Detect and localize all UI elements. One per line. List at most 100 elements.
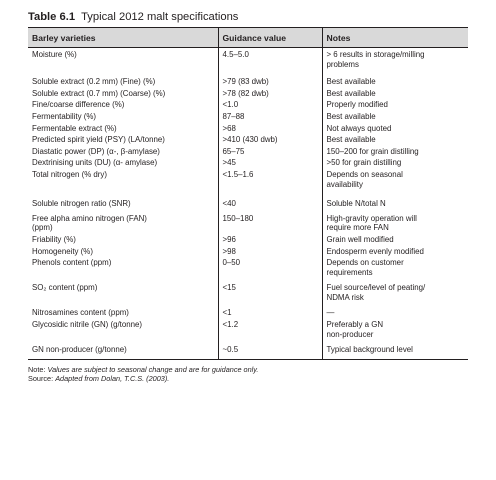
table-row: GN non-producer (g/tonne) ~0.5 Typical bac…: [28, 339, 468, 360]
cell-line: > 6 results in storage/milling: [326, 50, 425, 59]
guidance-value-cell: <40: [217, 189, 322, 209]
guidance-value-cell: <1: [217, 302, 322, 319]
cell-line: Best available: [326, 135, 376, 145]
notes-cell: Best available: [321, 69, 468, 87]
cell-line: Best available: [326, 77, 376, 87]
parameter-cell: Phenols content (ppm): [32, 258, 112, 268]
guidance-value-cell: >96: [217, 232, 322, 245]
parameter-cell: Soluble extract (0.2 mm) (Fine) (%): [32, 77, 156, 87]
notes-cell: Properly modified: [321, 98, 468, 110]
notes-cell: Endosperm evenly modified: [321, 244, 468, 257]
cell-line: problems: [326, 59, 359, 69]
notes-cell: Typical background level: [321, 339, 468, 360]
notes-cell: Depends on customer requirements: [321, 256, 468, 278]
parameter-cell: GN non-producer (g/tonne): [28, 339, 218, 360]
guidance-value-cell: 4.5–5.0: [217, 47, 322, 70]
guidance-value-cell: >68: [217, 121, 322, 134]
guidance-value-cell: >79 (83 dwb): [217, 69, 322, 87]
cell-line: >50 for grain distilling: [326, 158, 402, 168]
notes-cell: >50 for grain distilling: [321, 156, 468, 168]
parameter-cell: Moisture (%): [32, 50, 77, 59]
notes-cell: Grain well modified: [321, 232, 468, 245]
guidance-value-cell: <15: [217, 277, 322, 303]
cell-line: Depends on seasonal: [326, 169, 403, 179]
cell-line: Free alpha amino nitrogen (FAN): [32, 213, 147, 223]
specifications-table: Barley varieties Guidance value Notes Mo…: [28, 27, 468, 360]
parameter-cell: Glycosidic nitrile (GN) (g/tonne): [32, 320, 143, 330]
column-header-notes: Notes: [321, 27, 468, 48]
guidance-value-cell: <1.5–1.6: [217, 167, 322, 190]
source-line: Source: Adapted from Dolan, T.C.S. (2003…: [28, 374, 468, 384]
guidance-value-cell: >45: [217, 156, 322, 168]
table-row: Homogeneity (%) >98 Endosperm evenly modif…: [28, 244, 468, 257]
parameter-cell: Homogeneity (%): [32, 246, 93, 256]
cell-line: Preferably a GN: [326, 320, 384, 330]
guidance-value-cell: 0–50: [217, 256, 322, 278]
table-title: Table 6.1 Typical 2012 malt specification…: [28, 9, 468, 26]
guidance-value-cell: ~0.5: [217, 339, 322, 360]
cell-line: Endosperm evenly modified: [326, 246, 424, 256]
table-row: Predicted spirit yield (PSY) (LA/tonne) >…: [28, 133, 468, 145]
table-row: Fermentability (%) 87–88 Best available: [28, 109, 468, 122]
parameter-cell: Fermentability (%): [32, 111, 97, 121]
guidance-value-cell: <1.2: [217, 318, 322, 340]
table-row: SO₂ content (ppm) <15 Fuel source/level of…: [28, 277, 468, 303]
cell-line: Depends on customer: [326, 258, 404, 268]
notes-cell: Best available: [321, 109, 468, 122]
document-page: Table 6.1 Typical 2012 malt specification…: [28, 9, 468, 384]
parameter-cell: Friability (%): [32, 234, 76, 244]
note-label: Note:: [28, 364, 46, 374]
cell-line: Best available: [326, 111, 376, 121]
table-row: Glycosidic nitrile (GN) (g/tonne) <1.2 Pre…: [28, 318, 468, 340]
table-header-row: Barley varieties Guidance value Notes: [28, 27, 468, 48]
cell-line: NDMA risk: [326, 292, 364, 302]
cell-line: Properly modified: [326, 100, 388, 110]
column-header-barley-varieties: Barley varieties: [28, 27, 218, 48]
cell-line: require more FAN: [326, 223, 389, 233]
table-row: Moisture (%) 4.5–5.0 > 6 results in storag…: [28, 47, 468, 70]
parameter-cell: Diastatic power (DP) (α-, β-amylase): [32, 146, 160, 156]
parameter-cell: Fine/coarse difference (%): [32, 100, 125, 110]
cell-line: requirements: [326, 267, 373, 277]
guidance-value-cell: 150–180: [217, 208, 322, 233]
cell-line: —: [326, 308, 335, 318]
guidance-value-cell: >410 (430 dwb): [217, 133, 322, 145]
column-header-guidance-value: Guidance value: [217, 27, 322, 48]
cell-line: Soluble N/total N: [326, 199, 386, 209]
notes-cell: Fuel source/level of peating/NDMA risk: [321, 277, 468, 303]
table-caption: Typical 2012 malt specifications: [81, 11, 239, 23]
table-row: Free alpha amino nitrogen (FAN) (ppm) 150–…: [28, 208, 468, 233]
parameter-cell: Soluble extract (0.7 mm) (Coarse) (%): [32, 88, 166, 98]
notes-cell: —: [321, 302, 468, 319]
cell-line: Not always quoted: [326, 123, 392, 133]
notes-cell: 150–200 for grain distilling: [321, 144, 468, 157]
table-row: Dextrinising units (DU) (α- amylase) >45 >…: [28, 156, 468, 168]
cell-line: Best available: [326, 88, 376, 98]
guidance-value-cell: 65–75: [217, 144, 322, 157]
notes-cell: Depends on seasonal availability: [321, 167, 468, 190]
table-row: Soluble extract (0.2 mm) (Fine) (%) >79 (…: [28, 69, 468, 87]
parameter-cell: Predicted spirit yield (PSY) (LA/tonne): [32, 135, 165, 145]
table-row: Total nitrogen (% dry) <1.5–1.6 Depends on…: [28, 167, 468, 190]
table-row: Soluble nitrogen ratio (SNR) <40 Soluble N…: [28, 189, 468, 209]
table-body: Moisture (%) 4.5–5.0 > 6 results in storag…: [28, 47, 468, 360]
note-line: Note: Values are subject to seasonal cha…: [28, 365, 468, 375]
notes-cell: Preferably a GN non-producer: [321, 318, 468, 340]
guidance-value-cell: <1.0: [217, 98, 322, 110]
notes-cell: High-gravity operation will require more …: [321, 208, 468, 233]
guidance-value-cell: >98: [217, 244, 322, 257]
table-footnotes: Note: Values are subject to seasonal cha…: [28, 365, 468, 384]
parameter-cell: Fermentable extract (%): [32, 123, 117, 133]
table-row: Fine/coarse difference (%) <1.0 Properly m…: [28, 98, 468, 110]
parameter-cell: SO₂ content (ppm): [32, 283, 98, 293]
guidance-value-cell: >78 (82 dwb): [217, 86, 322, 99]
cell-line: 150–200 for grain distilling: [326, 146, 419, 156]
table-row: Diastatic power (DP) (α-, β-amylase) 65–7…: [28, 144, 468, 157]
parameter-cell: Soluble nitrogen ratio (SNR): [32, 199, 131, 209]
notes-cell: Soluble N/total N: [321, 189, 468, 209]
parameter-cell: Total nitrogen (% dry): [32, 169, 107, 179]
table-row: Friability (%) >96 Grain well modified: [28, 232, 468, 245]
table-number: Table 6.1: [28, 11, 76, 23]
source-text: Adapted from Dolan, T.C.S. (2003).: [55, 374, 170, 384]
guidance-value-cell: 87–88: [217, 109, 322, 122]
